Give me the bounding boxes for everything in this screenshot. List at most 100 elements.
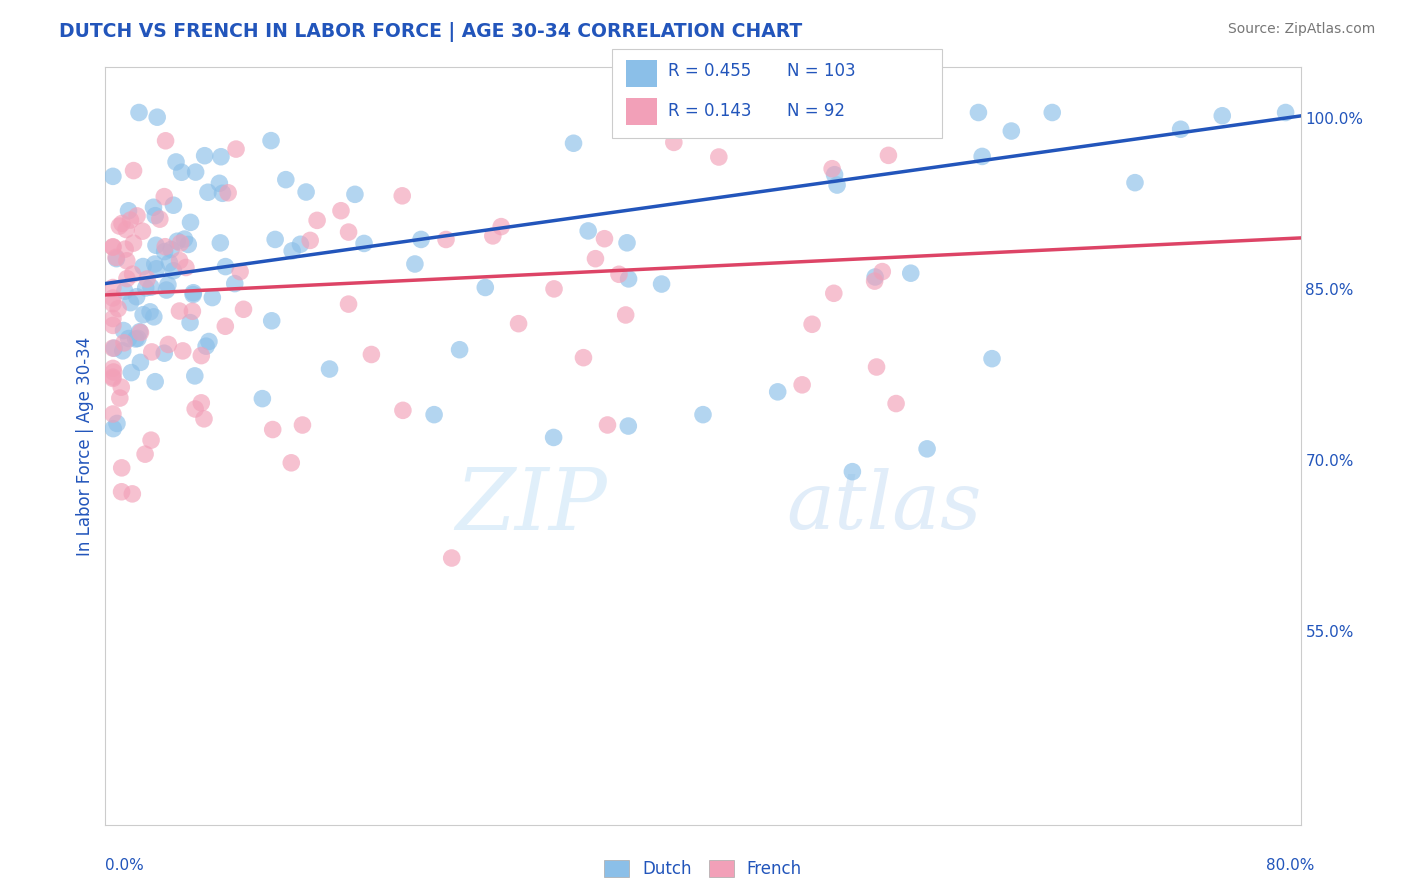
Point [190, 349, 212, 363]
Point [132, 260, 155, 274]
Point [142, 310, 165, 324]
Point [614, 308, 637, 322]
Point [617, 272, 640, 286]
Point [662, 136, 685, 150]
Point [131, 224, 153, 238]
Point [149, 212, 172, 227]
Point [183, 285, 205, 300]
Point [177, 237, 200, 252]
Point [170, 165, 193, 179]
Point [111, 461, 134, 475]
Point [391, 189, 413, 203]
Point [143, 257, 166, 271]
Point [190, 396, 212, 410]
Point [112, 324, 135, 338]
Point [125, 209, 148, 223]
Text: 80.0%: 80.0% [1267, 858, 1315, 872]
Point [562, 136, 585, 151]
Text: R = 0.455: R = 0.455 [668, 62, 751, 80]
Point [260, 134, 283, 148]
Point [155, 134, 177, 148]
Point [121, 267, 143, 281]
Legend: Dutch, French: Dutch, French [598, 854, 808, 885]
Point [224, 277, 246, 291]
Point [157, 337, 180, 351]
Point [290, 237, 312, 252]
Point [1170, 122, 1192, 136]
Point [572, 351, 595, 365]
Point [172, 343, 194, 358]
Point [440, 551, 463, 566]
Point [108, 391, 131, 405]
Point [659, 105, 682, 120]
Point [155, 283, 177, 297]
Point [181, 304, 204, 318]
Point [124, 332, 146, 346]
Point [792, 377, 814, 392]
Point [299, 234, 322, 248]
Point [101, 361, 124, 376]
Point [195, 339, 218, 353]
Point [260, 314, 283, 328]
Point [114, 242, 136, 256]
Point [162, 264, 184, 278]
Point [353, 236, 375, 251]
Point [489, 219, 512, 234]
Point [617, 419, 640, 434]
Point [120, 366, 142, 380]
Point [981, 351, 1004, 366]
Point [217, 186, 239, 200]
Point [915, 442, 938, 456]
Point [262, 423, 284, 437]
Point [115, 222, 138, 236]
Point [165, 155, 187, 169]
Point [153, 244, 176, 259]
Point [101, 370, 124, 384]
Point [103, 341, 125, 355]
Point [232, 302, 254, 317]
Point [105, 251, 128, 265]
Point [337, 225, 360, 239]
Point [543, 430, 565, 444]
Point [211, 186, 233, 201]
Point [110, 484, 132, 499]
Point [1123, 176, 1146, 190]
Point [214, 319, 236, 334]
Point [208, 177, 231, 191]
Point [101, 407, 124, 421]
Point [129, 355, 152, 369]
Point [162, 198, 184, 212]
Point [434, 232, 457, 246]
Point [318, 362, 340, 376]
Text: 0.0%: 0.0% [105, 858, 145, 872]
Point [229, 264, 252, 278]
Point [166, 234, 188, 248]
Point [111, 217, 134, 231]
Point [766, 384, 789, 399]
Point [863, 270, 886, 285]
Point [111, 343, 134, 358]
Point [128, 105, 150, 120]
Point [209, 150, 232, 164]
Point [825, 178, 848, 192]
Point [129, 326, 152, 340]
Point [134, 447, 156, 461]
Point [291, 417, 314, 432]
Point [135, 281, 157, 295]
Point [103, 422, 125, 436]
Point [1274, 105, 1296, 120]
Point [201, 291, 224, 305]
Point [596, 417, 619, 432]
Point [184, 165, 207, 179]
Point [112, 335, 135, 350]
Point [181, 287, 204, 301]
Point [337, 297, 360, 311]
Point [101, 169, 124, 184]
Point [145, 261, 167, 276]
Point [972, 149, 994, 163]
Text: atlas: atlas [787, 468, 981, 545]
Point [153, 240, 176, 254]
Point [863, 274, 886, 288]
Point [143, 209, 166, 223]
Point [139, 280, 162, 294]
